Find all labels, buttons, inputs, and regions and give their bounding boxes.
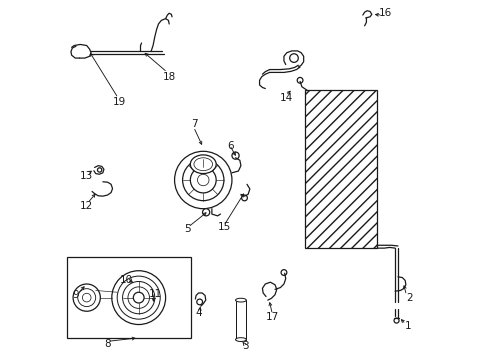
Text: 9: 9 [73,291,79,301]
Text: 11: 11 [149,289,162,299]
Circle shape [281,270,286,275]
Text: 1: 1 [404,321,411,331]
Text: 18: 18 [163,72,176,82]
Text: 13: 13 [79,171,92,181]
Circle shape [182,159,224,201]
Circle shape [196,299,202,305]
Text: 15: 15 [218,222,231,232]
Text: 8: 8 [104,339,111,349]
Circle shape [197,174,208,186]
Circle shape [289,54,298,62]
Text: 5: 5 [183,225,190,234]
Circle shape [133,292,144,303]
Circle shape [117,276,160,319]
Circle shape [122,282,155,314]
Circle shape [297,77,303,83]
Circle shape [190,167,216,193]
Ellipse shape [235,338,246,342]
Circle shape [174,151,231,209]
Ellipse shape [194,158,212,171]
Circle shape [78,289,96,307]
Text: 17: 17 [265,312,279,322]
Text: 2: 2 [406,293,412,303]
Text: 4: 4 [195,309,202,318]
Circle shape [97,168,102,172]
Bar [235,300,246,339]
Circle shape [241,195,247,201]
Circle shape [128,287,149,309]
Bar [305,90,376,248]
Text: 10: 10 [120,275,132,285]
Text: 16: 16 [378,8,391,18]
Text: 6: 6 [227,141,234,151]
Ellipse shape [235,298,246,302]
Bar [67,257,190,338]
Text: 12: 12 [79,201,92,211]
Text: 7: 7 [191,120,197,129]
Text: 3: 3 [242,341,248,351]
Circle shape [393,318,398,323]
Circle shape [231,152,239,159]
Text: 19: 19 [113,97,126,107]
Text: 14: 14 [280,93,293,103]
Circle shape [202,209,209,216]
Circle shape [112,271,165,324]
Ellipse shape [190,155,216,174]
Circle shape [73,284,100,311]
Circle shape [82,293,91,302]
